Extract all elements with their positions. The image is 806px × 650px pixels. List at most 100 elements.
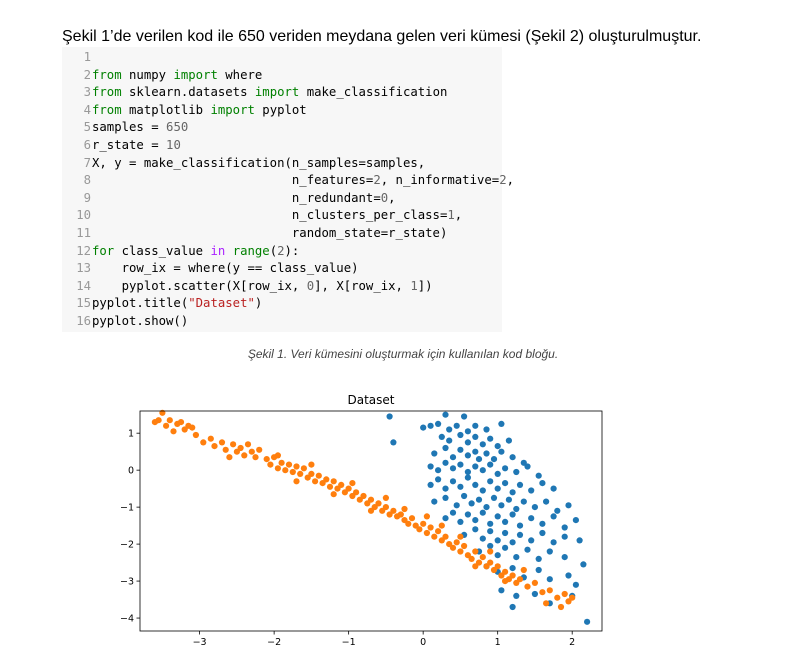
data-point-series-1: [457, 461, 464, 468]
data-point-series-1: [524, 546, 531, 553]
data-point-series-1: [539, 520, 546, 527]
data-point-series-2: [293, 478, 300, 485]
data-point-series-1: [453, 422, 460, 429]
data-point-series-2: [177, 419, 185, 426]
data-point-series-1: [483, 450, 490, 457]
data-point-series-1: [554, 507, 561, 514]
data-point-series-1: [431, 450, 438, 457]
data-point-series-1: [446, 426, 453, 433]
data-point-series-1: [572, 581, 580, 588]
data-point-series-2: [200, 439, 207, 446]
data-point-series-1: [535, 555, 542, 562]
data-point-series-2: [531, 579, 539, 586]
data-point-series-2: [211, 443, 218, 450]
data-point-series-1: [442, 444, 449, 452]
code-token: row_ix = where(y == class_value): [92, 261, 359, 276]
data-point-series-1: [487, 520, 494, 527]
data-point-series-1: [386, 413, 393, 420]
data-point-series-1: [535, 472, 542, 479]
data-point-series-1: [498, 587, 505, 594]
data-point-series-1: [442, 485, 449, 492]
data-point-series-1: [449, 478, 457, 485]
line-number: 15: [76, 296, 91, 311]
code-token: r_state =: [92, 138, 167, 152]
data-point-series-2: [218, 439, 226, 446]
x-tick-label: 2: [569, 637, 575, 647]
code-token: import: [210, 102, 255, 117]
data-point-series-1: [494, 443, 501, 450]
code-line: 5samples = 650: [62, 119, 189, 137]
data-point-series-1: [502, 465, 509, 472]
data-point-series-1: [390, 439, 397, 446]
code-token: 0: [306, 278, 315, 293]
data-point-series-1: [464, 452, 471, 459]
data-point-series-2: [435, 528, 442, 535]
code-token: ):: [284, 243, 300, 258]
code-token: pyplot.title(: [92, 296, 189, 311]
data-point-series-2: [367, 507, 375, 514]
data-point-series-2: [289, 468, 296, 476]
code-token: pyplot: [254, 102, 307, 117]
data-point-series-1: [472, 517, 479, 524]
data-point-series-1: [561, 554, 568, 561]
data-point-series-2: [353, 489, 360, 496]
data-point-series-2: [546, 587, 553, 594]
data-point-series-2: [416, 526, 423, 533]
code-line: 1: [62, 49, 92, 67]
code-token: 10: [166, 138, 181, 152]
data-point-series-1: [561, 533, 568, 540]
data-point-series-1: [520, 498, 527, 505]
data-point-series-2: [375, 500, 382, 507]
figure-caption: Şekil 1. Veri kümesini oluşturmak için k…: [247, 347, 559, 361]
data-point-series-1: [475, 496, 483, 503]
data-point-series-1: [528, 487, 535, 494]
code-line: 12for class_value in range(2):: [62, 243, 299, 261]
data-point-series-1: [438, 433, 445, 440]
code-token: [225, 244, 232, 258]
data-point-series-1: [457, 518, 464, 525]
data-point-series-1: [509, 454, 516, 461]
data-point-series-1: [502, 529, 509, 537]
line-number: 6: [83, 138, 91, 152]
data-point-series-1: [513, 505, 520, 513]
data-point-series-1: [453, 502, 460, 509]
line-number: 7: [83, 155, 91, 170]
line-number: 13: [76, 261, 91, 276]
data-point-series-2: [230, 441, 237, 448]
data-point-series-1: [494, 537, 501, 544]
data-point-series-1: [457, 446, 464, 453]
data-point-series-1: [524, 463, 531, 470]
data-point-series-1: [561, 524, 568, 531]
data-point-series-1: [576, 537, 583, 544]
line-number: 9: [83, 190, 91, 205]
data-point-series-1: [494, 470, 501, 477]
data-point-series-2: [285, 461, 293, 468]
code-token: 1: [410, 278, 418, 293]
data-point-series-1: [509, 539, 516, 546]
data-point-series-2: [431, 533, 438, 540]
data-point-series-1: [513, 554, 520, 561]
code-token: numpy: [121, 67, 174, 82]
data-point-series-1: [442, 411, 449, 418]
data-point-series-1: [487, 478, 494, 485]
data-point-series-2: [267, 461, 274, 468]
data-point-series-1: [431, 498, 438, 505]
data-point-series-1: [509, 489, 516, 496]
data-point-series-2: [360, 492, 367, 500]
data-point-series-2: [326, 483, 334, 490]
data-point-series-2: [282, 467, 289, 474]
data-point-series-2: [438, 522, 445, 529]
data-point-series-1: [572, 517, 580, 524]
data-point-series-2: [330, 478, 337, 485]
y-tick-label: −1: [120, 503, 134, 514]
data-point-series-1: [505, 437, 512, 444]
data-point-series-2: [241, 452, 248, 459]
data-point-series-2: [472, 563, 479, 570]
line-number: 10: [76, 208, 91, 223]
data-point-series-1: [464, 511, 471, 518]
code-token: pyplot.show(): [92, 314, 189, 328]
data-point-series-2: [300, 465, 307, 472]
data-point-series-2: [457, 548, 464, 555]
data-point-series-1: [502, 544, 509, 551]
data-point-series-1: [494, 513, 501, 520]
